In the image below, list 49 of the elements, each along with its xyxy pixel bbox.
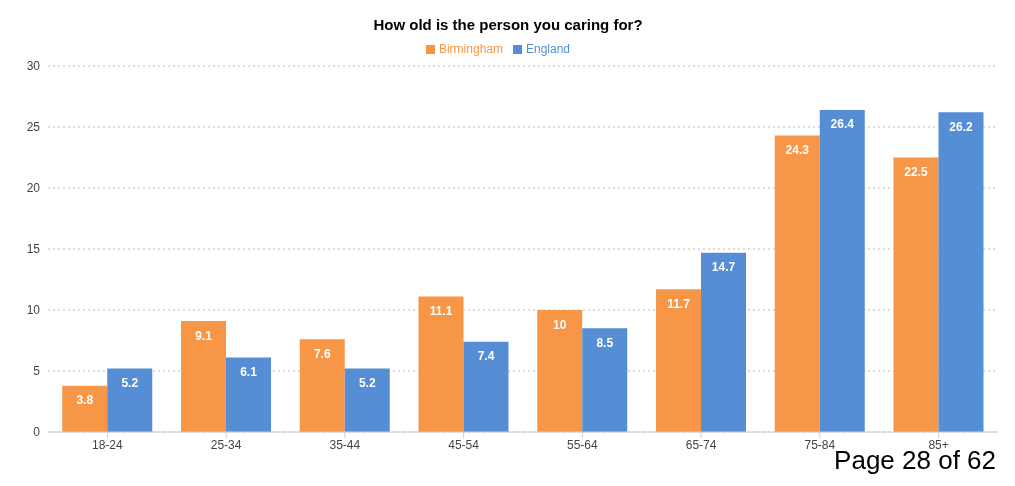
y-tick-label: 15 — [26, 242, 41, 257]
bar — [819, 109, 865, 432]
data-label: 11.7 — [667, 296, 691, 311]
x-tick-label: 55-64 — [567, 437, 599, 452]
x-tick-label: 35-44 — [329, 437, 361, 452]
bar — [226, 357, 271, 432]
data-label: 10 — [553, 317, 567, 332]
bar — [418, 296, 464, 432]
bar — [62, 385, 108, 432]
legend-label: Birmingham — [438, 42, 503, 56]
data-label: 14.7 — [711, 260, 736, 275]
x-tick-label: 75-84 — [804, 437, 836, 452]
chart-title: How old is the person you caring for? — [372, 15, 644, 35]
data-label: 24.3 — [785, 143, 810, 158]
data-label: 26.2 — [949, 119, 973, 134]
y-tick-label: 10 — [26, 303, 41, 318]
data-label: 7.6 — [313, 346, 331, 361]
bar — [299, 339, 345, 432]
data-label: 22.5 — [904, 165, 928, 180]
bar — [701, 252, 746, 432]
data-label: 5.2 — [358, 376, 376, 391]
y-tick-label: 20 — [26, 181, 41, 196]
legend-label: England — [525, 42, 571, 56]
data-label: 6.1 — [240, 365, 258, 380]
data-label: 3.8 — [76, 393, 94, 408]
y-tick-label: 0 — [33, 425, 41, 440]
bar — [938, 112, 984, 432]
x-tick-label: 25-34 — [210, 437, 242, 452]
x-tick-label: 18-24 — [92, 437, 124, 452]
y-tick-label: 5 — [33, 364, 41, 379]
bar — [181, 320, 226, 432]
data-label: 11.1 — [429, 304, 453, 319]
bar — [344, 368, 390, 432]
data-label: 8.5 — [596, 335, 614, 350]
bar — [107, 368, 153, 432]
x-tick-label: 45-54 — [448, 437, 480, 452]
bar — [463, 341, 509, 432]
y-tick-label: 30 — [26, 59, 41, 74]
data-label: 9.1 — [195, 328, 213, 343]
data-label: 26.4 — [830, 117, 855, 132]
data-label: 5.2 — [121, 376, 139, 391]
bar — [656, 289, 701, 432]
bar — [537, 310, 583, 432]
bar — [893, 157, 939, 432]
y-tick-label: 25 — [26, 120, 41, 135]
bar — [774, 135, 820, 432]
bar — [582, 328, 628, 432]
x-tick-label: 65-74 — [685, 437, 717, 452]
data-label: 7.4 — [477, 349, 495, 364]
